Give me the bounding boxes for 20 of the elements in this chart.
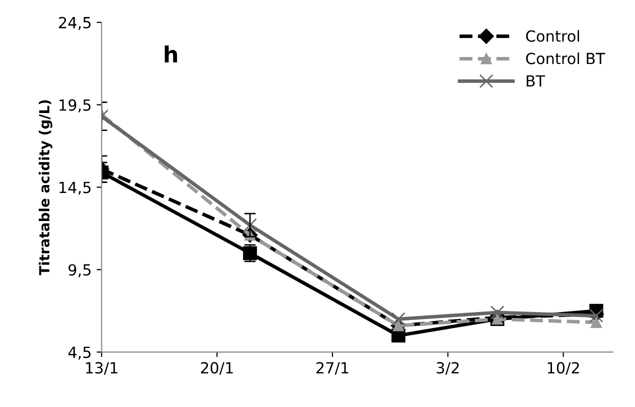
point (243, 218, 257, 232)
point (590, 316, 602, 328)
x-tick-label: 10/2 (548, 362, 579, 375)
y-tick-label: 9,5 (68, 264, 91, 278)
x-tick-label: 27/1 (316, 362, 348, 375)
x-tick-label: 13/1 (86, 362, 118, 375)
y-tick-label: 14,5 (60, 182, 91, 195)
y-tick-label: 19,5 (60, 99, 91, 112)
point (589, 308, 604, 323)
legend-label: BT (526, 75, 546, 86)
annotation: h (164, 45, 178, 62)
point (490, 306, 504, 320)
y-tick-label: 24,5 (58, 16, 91, 30)
y-tick-label: 4,5 (68, 346, 91, 360)
legend-label: Control (526, 30, 580, 42)
x-tick-label: 3/2 (436, 362, 459, 375)
point (391, 312, 406, 326)
y-axis-title: Titratable acidity (g/L) (38, 100, 52, 276)
legend-label: Control BT (526, 52, 606, 64)
x-tick-label: 20/1 (200, 362, 233, 375)
